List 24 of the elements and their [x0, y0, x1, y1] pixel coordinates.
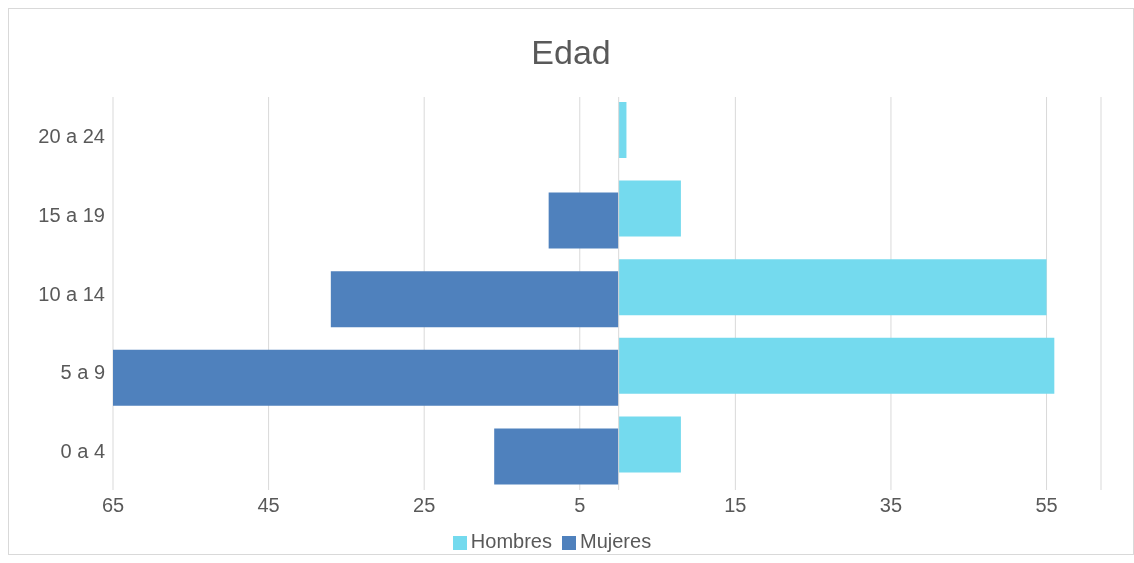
x-tick-label: 5	[574, 494, 586, 517]
chart-title: Edad	[530, 33, 612, 73]
bar	[330, 271, 619, 328]
legend-label: Hombres	[470, 530, 552, 552]
x-tick-label: 15	[724, 494, 747, 517]
bar	[494, 428, 619, 485]
y-tick-label: 20 a 24	[38, 125, 105, 148]
legend-label: Mujeres	[580, 530, 652, 552]
bar	[618, 416, 681, 473]
x-tick-label: 65	[101, 494, 125, 517]
x-tick-label: 55	[1035, 494, 1058, 517]
y-tick-label: 0 a 4	[60, 439, 105, 462]
bar	[618, 259, 1047, 316]
y-tick-label: 10 a 14	[38, 282, 105, 305]
y-tick-label: 15 a 19	[38, 204, 105, 226]
y-tick-label: 5 a 9	[60, 361, 105, 384]
x-tick-label: 45	[257, 494, 280, 517]
x-tick-label: 35	[879, 494, 903, 517]
bar	[618, 102, 627, 158]
x-tick-label: 25	[413, 494, 436, 517]
bar	[618, 337, 1055, 394]
bar	[618, 180, 681, 237]
bar	[548, 192, 619, 249]
bar	[113, 349, 619, 406]
